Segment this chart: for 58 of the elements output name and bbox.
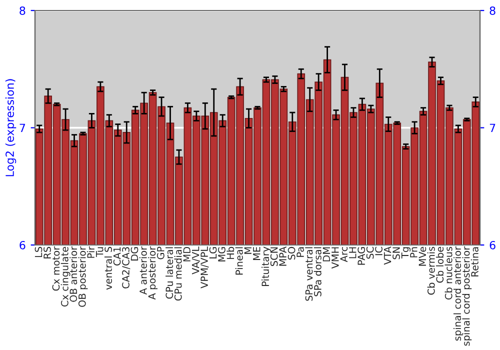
x-tick-label: Pa [296, 247, 304, 257]
x-tick-label: SN [392, 247, 400, 260]
x-tick-label: spinal cord posterior [462, 246, 472, 346]
x-tick-label: RS [44, 246, 51, 258]
x-tick-label: GP [156, 246, 164, 260]
x-tick-label: VA/VL [192, 246, 200, 274]
x-tick-label: DG [130, 247, 138, 260]
x-tick-label: MG [218, 247, 226, 262]
x-tick-label: A anterior [139, 246, 147, 295]
x-tick-label: Cb lobe [436, 246, 444, 283]
y-tick-label: 7 [20, 124, 26, 132]
x-tick-label: spinal cord anterior [453, 246, 463, 341]
x-tick-label: VPM/VPL [200, 246, 209, 288]
x-tick-label: Cb nucleus [444, 246, 452, 300]
x-tick-label: Tu [96, 247, 104, 258]
x-tick-label: M [244, 247, 252, 254]
x-tick-label: CA1 [113, 247, 121, 266]
x-tick-label: CPu medial [174, 247, 182, 301]
x-tick-label: MD [183, 246, 190, 262]
x-tick-label: Arc [340, 246, 348, 262]
y-tick-label: 6 [20, 240, 26, 250]
x-tick-label: SC [366, 246, 374, 259]
x-tick-label: LG [209, 247, 217, 258]
x-tick-label: OB anterior [70, 246, 78, 302]
x-tick-label: SPa dorsal [314, 247, 322, 296]
x-tick-label: LH [349, 247, 356, 258]
x-tick-label: SO [288, 246, 296, 260]
x-tick-label: Pineal [235, 247, 243, 275]
x-tick-label: Retina [470, 247, 478, 276]
x-tick-label: Cx motor [52, 246, 60, 291]
x-tick-label: Pir [87, 246, 94, 258]
y2-tick-label: 7 [490, 124, 496, 132]
x-tick-label: MPA [279, 246, 286, 266]
x-tick-label: OB posterior [78, 246, 88, 307]
x-tick-label: Cx cingulate [60, 246, 70, 306]
x-tick-label: MVe [418, 246, 426, 266]
x-tick-label: Cb vermis [427, 246, 435, 295]
y-tick-label: 8 [20, 6, 26, 15]
x-tick-label: Pn [410, 247, 418, 258]
x-tick-label: PAG [358, 247, 366, 265]
x-tick-label: Hb [226, 246, 234, 259]
y2-tick-label: 6 [490, 240, 496, 250]
x-tick-label: VTA [384, 246, 392, 265]
y2-tick-label: 8 [490, 6, 496, 15]
x-tick-label: ventral S [104, 246, 112, 290]
x-tick-label: DM [322, 247, 330, 262]
x-tick-label: CA2/CA3 [122, 247, 130, 288]
x-tick-label: ME [253, 247, 260, 260]
x-tick-label: Pituitary [262, 246, 271, 286]
x-tick-label: VMH [332, 247, 339, 269]
x-tick-label: CPu lateral [166, 247, 174, 299]
x-tick-label: SCN [270, 247, 278, 266]
x-tick-label: LS [34, 246, 42, 258]
y-axis-title: Log2 (expression) [5, 79, 16, 176]
x-tick-label: Tg [401, 247, 411, 259]
x-tick-label: A posterior [148, 246, 158, 300]
x-tick-label: IC [375, 246, 382, 256]
x-tick-label: SPa ventral [305, 247, 313, 301]
